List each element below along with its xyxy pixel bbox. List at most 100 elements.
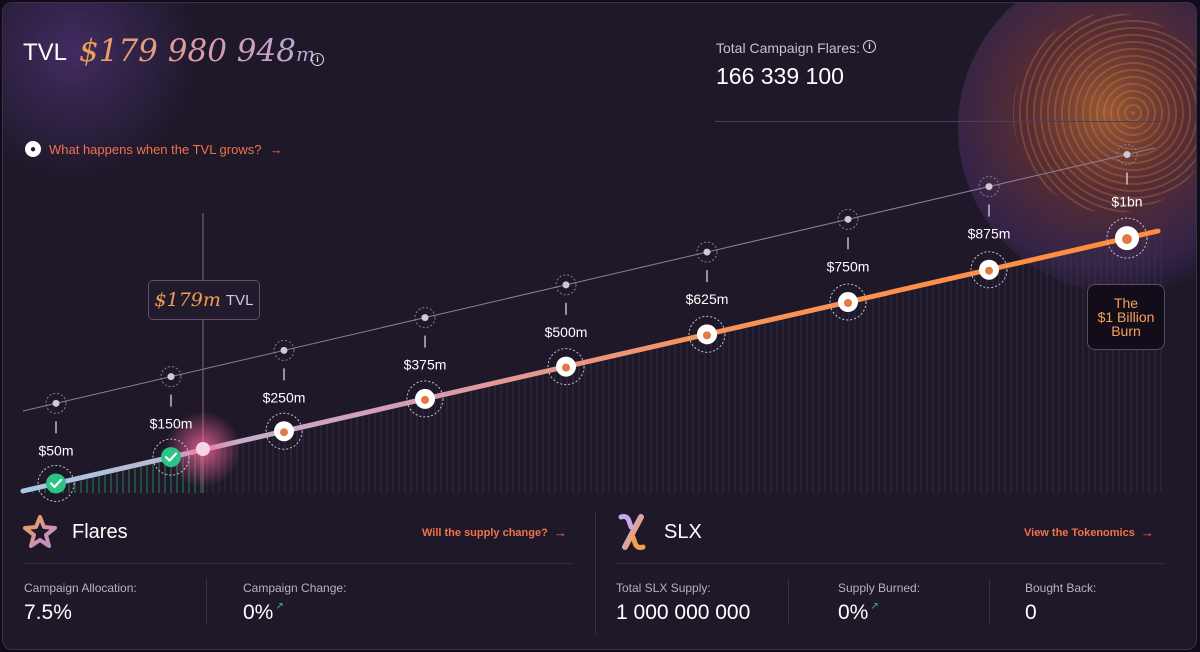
arrow-right-icon: → [553,525,567,540]
campaign-allocation-label: Campaign Allocation: [24,581,137,595]
milestone-node-ring [970,251,1008,289]
burn-line-2: $1 Billion [1097,309,1155,325]
supply-change-link[interactable]: Will the supply change? → [422,525,567,540]
flame-icon [1122,234,1132,245]
milestone-5[interactable]: $500m [545,274,588,386]
arrow-right-icon: → [269,141,283,157]
tvl-grows-link[interactable]: ● What happens when the TVL grows? → [25,141,282,157]
flares-title: Flares [72,521,128,543]
billion-burn-box[interactable]: The $1 Billion Burn [1087,284,1165,350]
current-tvl-tag: $179m TVL [148,280,260,320]
milestone-node-ring [406,380,444,418]
milestone-upper-ring [555,274,577,296]
milestone-9[interactable]: $1bn [1106,144,1148,259]
milestone-node-ring [547,348,585,386]
section-divider [595,513,596,635]
flame-icon [562,363,570,372]
current-tvl-point [196,442,210,456]
milestone-upper-dot [280,346,288,354]
milestone-label: $50m [38,442,73,458]
burn-line-3: Burn [1111,323,1141,339]
tokenomics-link[interactable]: View the Tokenomics → [1024,525,1154,540]
milestone-upper-dot [421,314,429,322]
current-tvl-tag-unit: TVL [225,291,254,309]
milestone-upper-dot [52,399,60,407]
milestone-upper-dot [1123,151,1131,159]
flares-divider [23,563,571,564]
planet-texture [1013,13,1196,213]
flame-icon [280,428,288,437]
flame-icon: ● [25,141,41,157]
total-slx-supply-label: Total SLX Supply: [616,581,711,595]
arrow-up-right-icon: ↗ [275,601,284,612]
milestone-node-ring [829,283,867,321]
milestone-label: $250m [263,389,306,405]
milestone-upper-dot [167,373,175,381]
campaign-change-label: Campaign Change: [243,581,347,595]
milestone-4[interactable]: $375m [404,307,447,418]
bought-back-value: 0 [1025,601,1037,624]
milestone-2[interactable]: $150m [150,366,193,476]
supply-change-label: Will the supply change? [422,526,548,539]
milestone-node-ring [265,412,303,450]
milestone-label: $625m [686,291,729,307]
tokenomics-label: View the Tokenomics [1024,526,1135,539]
milestone-label: $150m [150,416,193,432]
milestone-upper-ring [160,366,182,388]
arrow-right-icon: → [1140,525,1154,540]
slx-divider [615,563,1163,564]
flares-info-icon[interactable]: i [863,40,876,53]
milestone-label: $375m [404,357,447,373]
milestone-upper-dot [844,215,852,223]
tvl-label: TVL [23,39,68,66]
bought-back-label: Bought Back: [1025,581,1097,595]
slx-logo-icon [618,514,646,550]
milestone-upper-ring [273,339,295,361]
campaign-change-amount: 0% [243,601,274,624]
milestone-upper-ring [45,392,67,414]
stat-divider [989,579,990,625]
tvl-info-icon[interactable]: i [311,53,324,66]
campaign-change-value: 0% ↗ [243,601,284,625]
flares-icon [23,515,57,548]
total-campaign-flares-value: 166 339 100 [716,63,844,89]
milestone-node-ring [37,464,75,502]
milestone-upper-ring [1116,144,1138,166]
campaign-allocation-value: 7.5% [24,601,72,624]
header-divider [715,121,1162,122]
flame-icon [844,299,852,308]
flame-icon [985,266,993,275]
milestone-node-ring [152,438,190,476]
milestone-upper-dot [703,248,711,256]
supply-burned-label: Supply Burned: [838,581,921,595]
milestone-6[interactable]: $625m [686,241,729,353]
milestones-group: $50m $150m $250m $375m $500m $625m $750m $875m $… [37,144,1148,502]
milestone-upper-ring [414,307,436,329]
supply-burned-value: 0% ↗ [838,601,879,625]
milestone-1[interactable]: $50m [37,392,75,502]
milestone-node-ring [1106,217,1148,259]
check-icon [46,473,66,494]
flame-icon [421,395,429,404]
tvl-grows-label: What happens when the TVL grows? [49,141,262,157]
burn-line-1: The [1113,295,1139,311]
chart-grid-lines [32,233,1162,493]
stat-divider [206,579,207,625]
milestone-7[interactable]: $750m [827,208,870,321]
stat-divider [788,579,789,625]
milestone-upper-dot [985,183,993,191]
slx-title: SLX [664,521,702,543]
flame-icon [703,331,711,340]
check-icon [161,447,181,468]
milestone-8[interactable]: $875m [968,176,1011,289]
milestone-label: $1bn [1111,194,1142,210]
milestone-3[interactable]: $250m [263,339,306,450]
arrow-up-right-icon: ↗ [870,601,879,612]
milestone-label: $875m [968,226,1011,242]
milestone-upper-ring [978,176,1000,198]
check-mark [164,452,178,462]
milestone-label: $500m [545,324,588,340]
milestone-upper-ring [696,241,718,263]
supply-burned-amount: 0% [838,601,869,624]
